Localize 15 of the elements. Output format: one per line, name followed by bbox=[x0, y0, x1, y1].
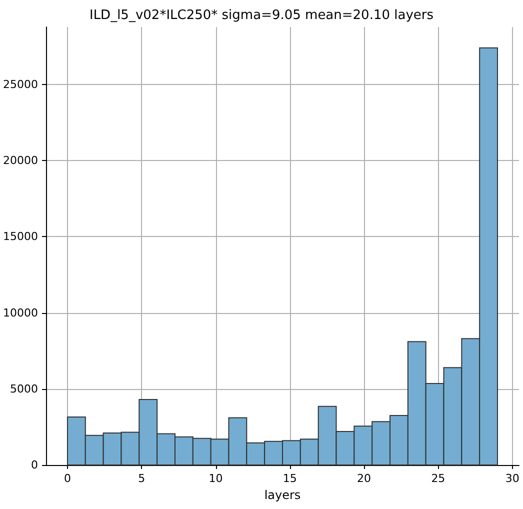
x-tick-label: 15 bbox=[282, 472, 297, 485]
x-tick-label: 30 bbox=[505, 472, 520, 485]
x-tick-label: 10 bbox=[208, 472, 223, 485]
y-tick-label: 25000 bbox=[2, 78, 38, 91]
x-tick-label: 20 bbox=[357, 472, 372, 485]
x-tick-label: 5 bbox=[138, 472, 146, 485]
y-tick-label: 10000 bbox=[2, 306, 38, 320]
y-tick-label: 15000 bbox=[2, 230, 38, 244]
y-tick-label: 20000 bbox=[2, 154, 38, 168]
y-tick-label: 5000 bbox=[10, 382, 38, 396]
x-tick-label: 25 bbox=[431, 472, 446, 485]
x-axis-title: layers bbox=[264, 488, 301, 502]
x-tick-label: 0 bbox=[64, 472, 71, 485]
y-tick-label: 0 bbox=[30, 458, 38, 472]
chart-title: ILD_l5_v02*ILC250* sigma=9.05 mean=20.10 layers bbox=[89, 8, 434, 23]
